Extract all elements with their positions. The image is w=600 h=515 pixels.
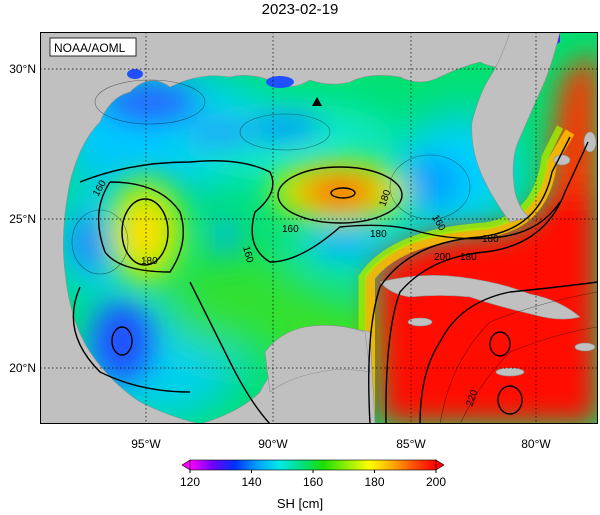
colorbar-low-arrow [181, 459, 191, 471]
lon-tick-label: 85°W [396, 437, 426, 451]
contour-label: 200 [434, 252, 451, 263]
map-title: 2023-02-19 [261, 1, 339, 18]
lat-tick-label: 20°N [9, 361, 36, 375]
colorbar-high-arrow [435, 459, 445, 471]
colorbar-tick-label: 200 [426, 475, 446, 489]
colorbar-tick-label: 160 [303, 475, 323, 489]
credit-label: NOAA/AOML [54, 41, 126, 55]
contour-label: 160 [282, 224, 299, 235]
sea-height-map: 160 180 160 160 180 180 160 180 200 180 … [40, 32, 598, 424]
contour-label: 160 [240, 245, 255, 264]
land-masses [40, 32, 597, 424]
colorbar-tick-label: 140 [241, 475, 261, 489]
colorbar: 120 140 160 180 200 [180, 459, 446, 489]
lon-tick-label: 95°W [131, 437, 161, 451]
lon-tick-label: 90°W [258, 437, 288, 451]
colorbar-tick-label: 120 [180, 475, 200, 489]
buoy-marker-icon [312, 97, 322, 106]
contour-label: 180 [370, 229, 387, 240]
contour-lines [72, 136, 598, 424]
contour-label: 180 [460, 252, 477, 263]
grid-lines [40, 32, 598, 424]
lon-tick-label: 80°W [521, 437, 551, 451]
contour-label: 180 [141, 256, 158, 267]
colorbar-label: SH [cm] [276, 496, 324, 511]
contour-label: 180 [482, 234, 499, 245]
lat-tick-label: 30°N [9, 62, 36, 76]
colorbar-gradient [189, 459, 437, 471]
colorbar-tick-label: 180 [364, 475, 384, 489]
lat-tick-label: 25°N [9, 212, 36, 226]
